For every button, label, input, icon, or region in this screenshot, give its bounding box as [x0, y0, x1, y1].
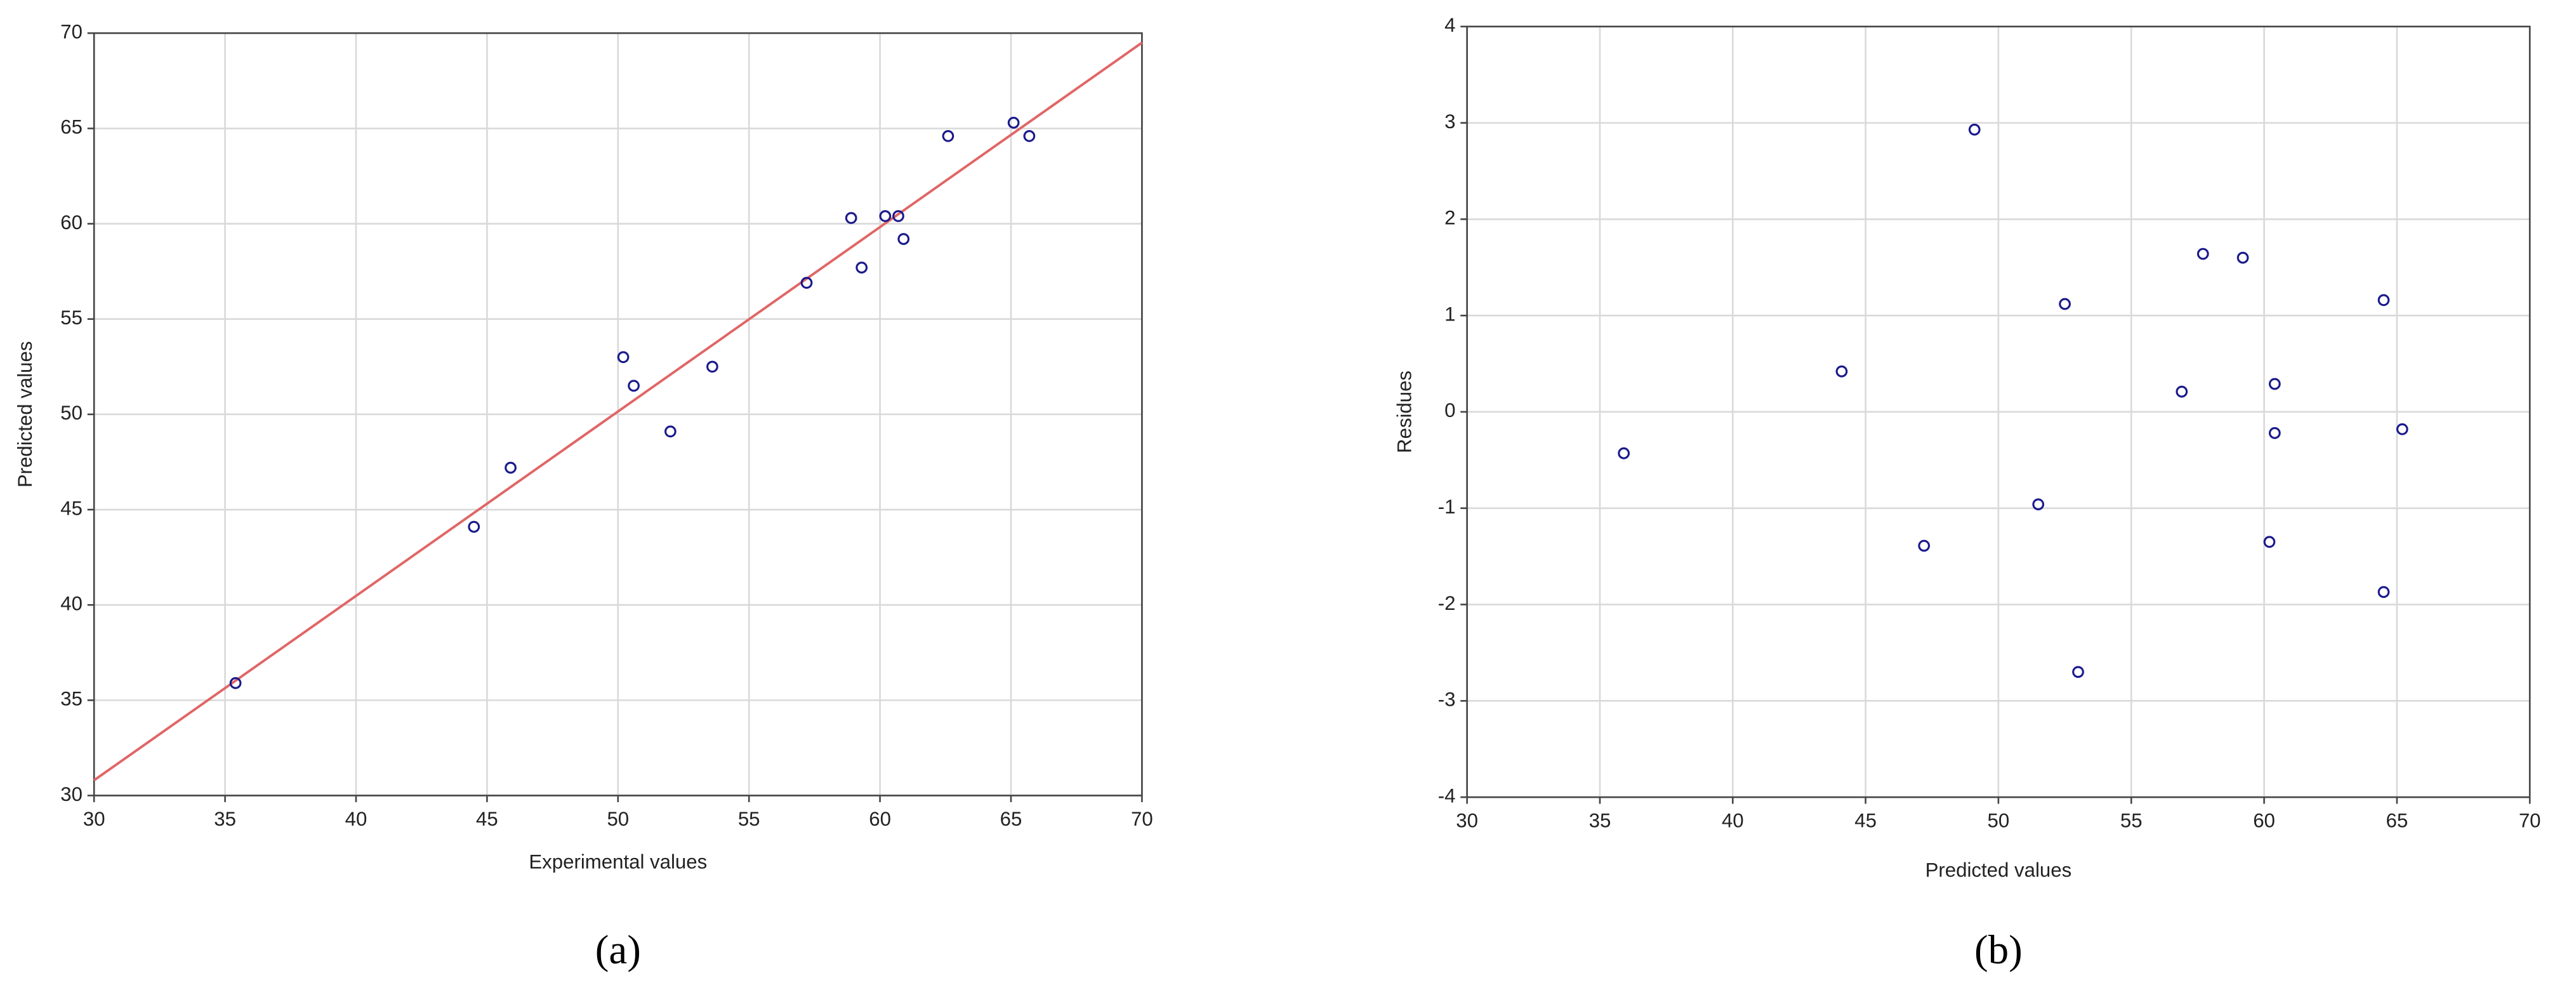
y-tick-label: 35: [60, 688, 83, 710]
x-tick-label: 50: [1988, 809, 2010, 831]
point: [2236, 251, 2249, 264]
x-tick-label: 50: [607, 808, 629, 830]
point: [2072, 666, 2084, 678]
point: [1918, 539, 1931, 552]
point: [505, 461, 517, 474]
point: [2059, 298, 2071, 310]
point: [468, 520, 480, 533]
y-tick-label: 1: [1444, 303, 1455, 325]
point: [2377, 294, 2390, 307]
y-tick-label: 0: [1444, 399, 1455, 421]
y-tick-label: 70: [60, 20, 83, 43]
x-tick-label: 40: [1722, 809, 1744, 831]
x-tick-label: 55: [2120, 809, 2143, 831]
point: [617, 351, 630, 364]
y-tick-label: 3: [1444, 110, 1455, 133]
x-tick-label: 60: [869, 808, 891, 830]
point: [628, 380, 640, 392]
x-tick-label: 45: [1854, 809, 1877, 831]
y-tick-label: 45: [60, 497, 83, 519]
point: [1835, 365, 1848, 378]
y-tick-label: 4: [1444, 14, 1455, 36]
caption: (a): [595, 927, 641, 973]
x-tick-label: 30: [83, 808, 105, 830]
x-tick-label: 40: [345, 808, 367, 830]
caption: (b): [1974, 927, 2023, 973]
point: [2268, 427, 2281, 439]
point: [229, 677, 242, 689]
y-tick-label: 65: [60, 116, 83, 138]
x-tick-label: 35: [1589, 809, 1611, 831]
x-tick-label: 55: [738, 808, 760, 830]
x-axis-label: Predicted values: [1925, 859, 2072, 881]
x-tick-label: 65: [2386, 809, 2408, 831]
point: [1618, 447, 1630, 459]
plot-frame: [93, 32, 1143, 796]
y-tick-label: 50: [60, 402, 83, 424]
y-tick-label: 60: [60, 211, 83, 234]
fit-line: [93, 41, 1143, 782]
point: [664, 425, 677, 438]
point: [2263, 536, 2276, 548]
plot-frame: [1466, 25, 2531, 798]
x-axis-label: Experimental values: [529, 850, 707, 873]
x-tick-label: 65: [1000, 808, 1022, 830]
x-tick-label: 70: [2519, 809, 2541, 831]
point: [855, 261, 868, 274]
y-tick-label: 40: [60, 592, 83, 614]
y-tick-label: 30: [60, 783, 83, 805]
y-tick-label: -1: [1438, 496, 1456, 518]
y-tick-label: 2: [1444, 207, 1455, 229]
point: [845, 212, 857, 224]
point: [2196, 248, 2209, 260]
point: [2268, 378, 2281, 390]
point: [879, 210, 892, 222]
point: [2032, 498, 2045, 511]
point: [897, 233, 910, 245]
y-tick-label: -4: [1438, 784, 1456, 807]
x-tick-label: 35: [214, 808, 236, 830]
y-tick-label: -3: [1438, 689, 1456, 711]
point: [800, 277, 813, 289]
y-tick-label: 55: [60, 307, 83, 329]
point: [2176, 385, 2188, 398]
y-axis-label: Predicted values: [14, 341, 36, 488]
point: [892, 210, 904, 222]
point: [1968, 123, 1981, 136]
point: [942, 130, 954, 142]
point: [2377, 586, 2390, 598]
point: [1007, 117, 1020, 129]
y-axis-label: Residues: [1394, 371, 1416, 453]
point: [1023, 130, 1036, 142]
point: [2396, 423, 2408, 435]
x-tick-label: 45: [476, 808, 498, 830]
point: [706, 360, 718, 373]
y-tick-label: -2: [1438, 592, 1456, 614]
x-tick-label: 70: [1131, 808, 1153, 830]
x-tick-label: 60: [2253, 809, 2275, 831]
x-tick-label: 30: [1456, 809, 1478, 831]
